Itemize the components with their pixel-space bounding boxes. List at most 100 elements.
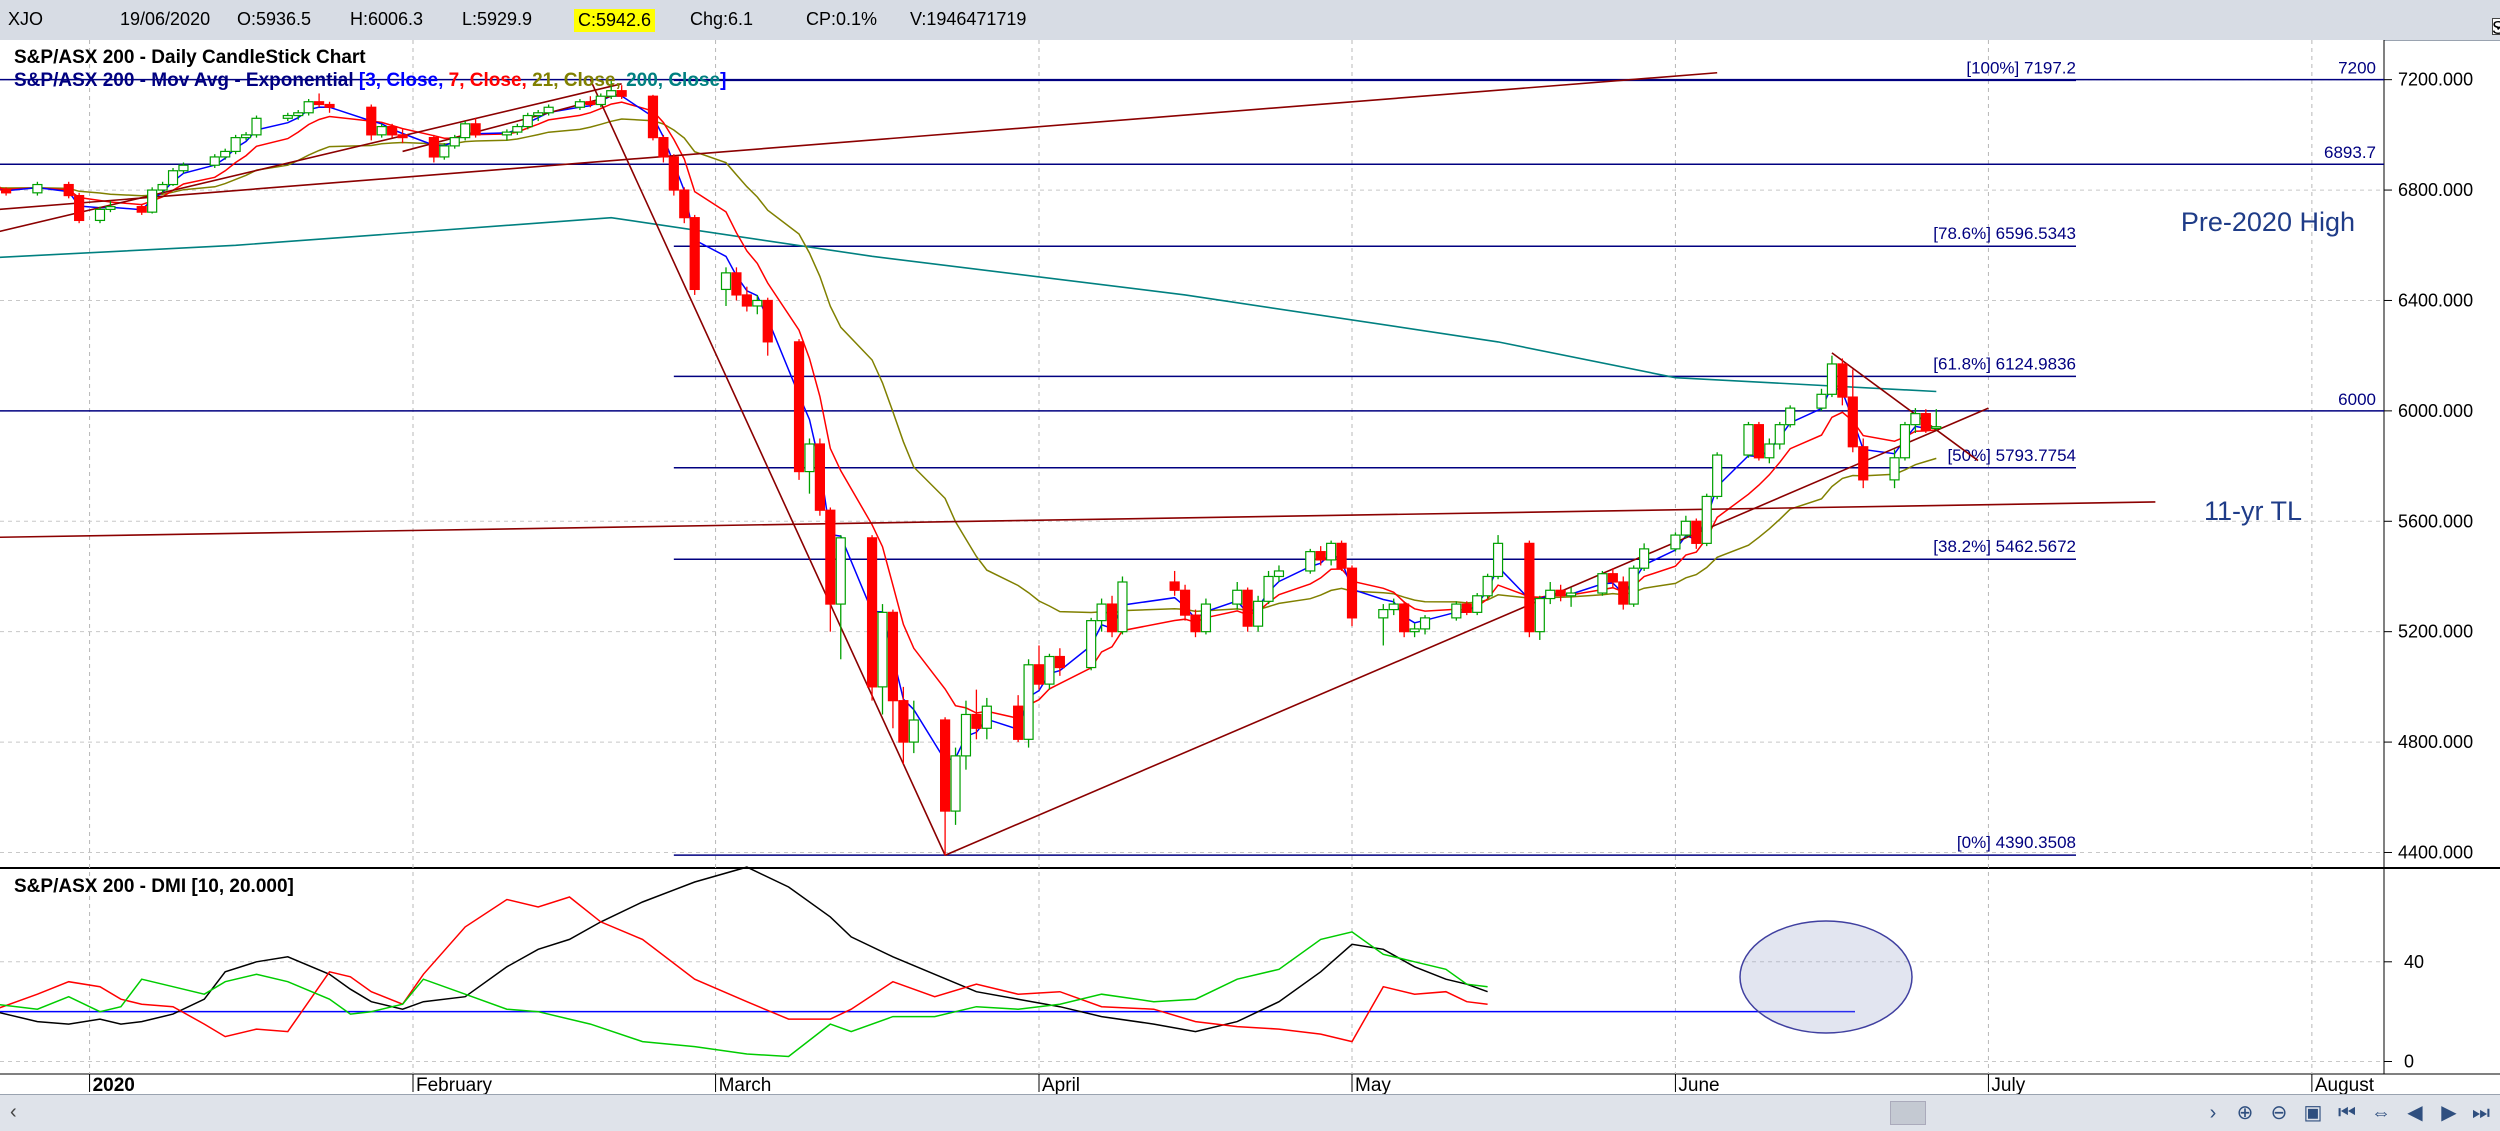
candle-down	[941, 720, 950, 811]
zoom-in-icon[interactable]: ⊕	[2232, 1102, 2258, 1124]
candle-down	[429, 138, 438, 157]
ema-param-label: 200, Close	[626, 70, 720, 91]
price-tick-label: 4800.000	[2398, 732, 2473, 752]
scroll-right-icon[interactable]: ›	[2200, 1102, 2226, 1124]
x-axis-label: April	[1042, 1075, 1080, 1094]
candle-up	[294, 113, 303, 116]
first-icon[interactable]: ⏮	[2334, 1102, 2360, 1124]
candle-up	[377, 127, 386, 135]
dmi-panel-bg	[0, 868, 2384, 1078]
candle-down	[826, 510, 835, 604]
ema-param-label: 21, Close,	[532, 70, 626, 91]
ema-indicator-title: S&P/ASX 200 - Mov Avg - Exponential [3, …	[14, 70, 726, 91]
candle-down	[1348, 568, 1357, 618]
x-axis-label: 2020	[93, 1075, 135, 1094]
x-axis-label: June	[1678, 1075, 1719, 1094]
candle-down	[1556, 590, 1565, 596]
candle-up	[1890, 458, 1899, 480]
candle-up	[450, 138, 459, 146]
save-icon[interactable]: ▣	[2300, 1102, 2326, 1124]
candle-down	[732, 273, 741, 295]
candle-down	[1108, 604, 1117, 632]
prev-icon[interactable]: ◀	[2402, 1102, 2428, 1124]
ema-param-label: 7, Close,	[449, 70, 532, 91]
dmi-tick-label: 0	[2404, 1052, 2414, 1072]
candle-up	[596, 96, 605, 104]
candle-down	[972, 714, 981, 728]
scroll-left-icon[interactable]: ‹	[10, 1101, 17, 1124]
quote-open: O:5936.5	[237, 9, 311, 30]
candle-up	[210, 157, 219, 165]
fib-level-label: [0%] 4390.3508	[1957, 833, 2076, 852]
candle-up	[1118, 582, 1127, 632]
candle-up	[96, 209, 105, 220]
ema-param-label: [3, Close,	[359, 70, 449, 91]
x-axis-label: May	[1355, 1075, 1391, 1094]
candle-up	[534, 113, 543, 116]
last-icon[interactable]: ⏭	[2468, 1102, 2494, 1124]
quote-date: 19/06/2020	[120, 9, 210, 30]
candle-up	[1087, 621, 1096, 668]
show-last-label: Show Last	[2492, 18, 2500, 39]
quote-close: C:5942.6	[574, 9, 655, 32]
candle-down	[1859, 447, 1868, 480]
candle-up	[283, 116, 292, 119]
candle-up	[461, 124, 470, 138]
candle-down	[1035, 665, 1044, 684]
reference-line-label: 6000	[2338, 390, 2376, 409]
candle-up	[575, 102, 584, 108]
candle-down	[398, 135, 407, 138]
candle-down	[1181, 590, 1190, 615]
candle-up	[242, 135, 251, 138]
price-tick-label: 6800.000	[2398, 180, 2473, 200]
candle-up	[753, 300, 762, 306]
candle-down	[669, 157, 678, 190]
candle-up	[221, 151, 230, 157]
annotation-11-yr-tl: 11-yr TL	[2204, 496, 2302, 526]
candle-down	[1191, 615, 1200, 632]
dmi-tick-label: 40	[2404, 952, 2424, 972]
candle-up	[1817, 394, 1826, 408]
ema-param-label: ]	[720, 70, 726, 91]
fib-level-label: [50%] 5793.7754	[1947, 446, 2076, 465]
candle-down	[1692, 521, 1701, 543]
fit-icon[interactable]: ⇔	[2368, 1102, 2394, 1124]
candle-down	[1014, 706, 1023, 739]
fib-level-label: [38.2%] 5462.5672	[1933, 537, 2076, 556]
candle-up	[1671, 535, 1680, 549]
candle-up	[961, 714, 970, 755]
quote-low: L:5929.9	[462, 9, 532, 30]
candle-up	[179, 165, 188, 171]
candle-down	[1525, 543, 1534, 631]
candle-up	[1702, 496, 1711, 543]
candle-up	[231, 138, 240, 152]
candle-down	[1921, 414, 1930, 431]
candle-down	[742, 295, 751, 306]
candle-up	[1786, 408, 1795, 425]
next-icon[interactable]: ▶	[2436, 1102, 2462, 1124]
candle-up	[158, 185, 167, 191]
candle-down	[815, 444, 824, 510]
candle-up	[1765, 444, 1774, 458]
candle-up	[607, 91, 616, 97]
candle-up	[1827, 364, 1836, 394]
candle-up	[1045, 657, 1054, 685]
price-tick-label: 5200.000	[2398, 622, 2473, 642]
reference-line-label: 6893.7	[2324, 143, 2376, 162]
candle-down	[1316, 552, 1325, 560]
candle-up	[1327, 543, 1336, 560]
candle-up	[1494, 543, 1503, 576]
zoom-out-icon[interactable]: ⊖	[2266, 1102, 2292, 1124]
dmi-title: S&P/ASX 200 - DMI [10, 20.000]	[14, 876, 294, 897]
scrollbar-thumb[interactable]	[1890, 1101, 1926, 1125]
price-tick-label: 5600.000	[2398, 511, 2473, 531]
fib-level-label: [78.6%] 6596.5343	[1933, 224, 2076, 243]
candle-down	[1243, 590, 1252, 626]
candle-down	[64, 185, 73, 196]
x-axis-label: August	[2315, 1075, 2375, 1094]
annotation-pre-2020-high: Pre-2020 High	[2181, 207, 2355, 237]
candle-up	[1254, 601, 1263, 626]
quote-high: H:6006.3	[350, 9, 423, 30]
candle-up	[1452, 604, 1461, 618]
